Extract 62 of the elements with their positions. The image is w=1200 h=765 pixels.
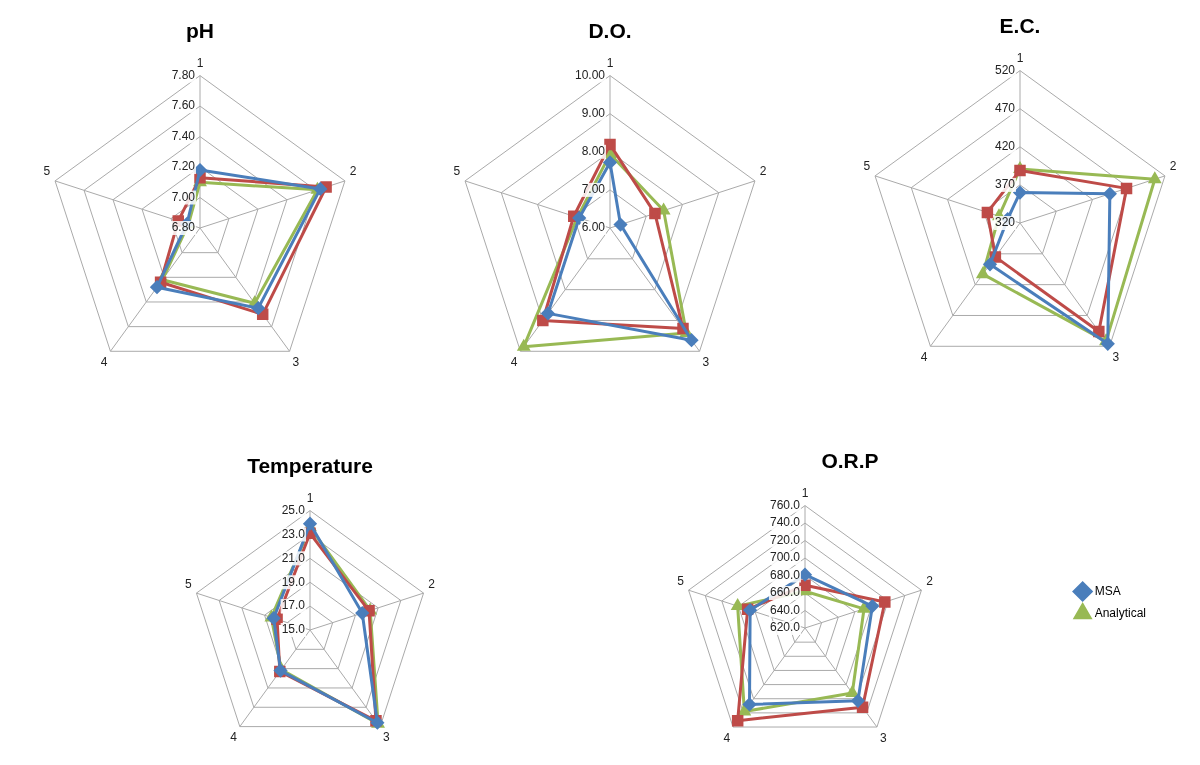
y-tick-label: 740.0 bbox=[769, 515, 801, 530]
spoke-label: 5 bbox=[677, 573, 685, 588]
spoke-label: 5 bbox=[453, 164, 461, 179]
spoke-label: 5 bbox=[863, 159, 871, 174]
y-tick-label: 700.0 bbox=[769, 550, 801, 565]
y-tick-label: 7.40 bbox=[171, 128, 196, 143]
y-tick-label: 720.0 bbox=[769, 532, 801, 547]
chart-title: pH bbox=[186, 19, 214, 43]
spoke-label: 3 bbox=[879, 730, 887, 745]
legend-label: MSA bbox=[1094, 583, 1121, 598]
spoke-label: 4 bbox=[510, 354, 518, 369]
y-tick-label: 6.80 bbox=[171, 220, 196, 235]
legend-label: Analytical bbox=[1094, 605, 1146, 620]
spoke-label: 2 bbox=[1169, 159, 1177, 174]
spoke-label: 2 bbox=[428, 576, 436, 591]
spoke-label: 3 bbox=[292, 354, 300, 369]
y-tick-label: 9.00 bbox=[581, 106, 606, 121]
y-tick-label: 660.0 bbox=[769, 585, 801, 600]
y-tick-label: 7.20 bbox=[171, 159, 196, 174]
spoke-label: 2 bbox=[926, 573, 934, 588]
spoke-label: 4 bbox=[100, 354, 108, 369]
spoke-label: 1 bbox=[1016, 50, 1024, 65]
spoke-label: 3 bbox=[1112, 349, 1120, 364]
chart-title: Temperature bbox=[247, 454, 373, 478]
y-tick-label: 7.80 bbox=[171, 67, 196, 82]
spoke-label: 4 bbox=[920, 349, 928, 364]
y-tick-label: 8.00 bbox=[581, 144, 606, 159]
y-tick-label: 320 bbox=[994, 215, 1016, 230]
spoke-label: 1 bbox=[306, 490, 314, 505]
chart-title: D.O. bbox=[588, 19, 632, 43]
y-tick-label: 640.0 bbox=[769, 602, 801, 617]
spoke-label: 1 bbox=[801, 485, 809, 500]
y-tick-label: 17.0 bbox=[281, 598, 306, 613]
y-tick-label: 760.0 bbox=[769, 497, 801, 512]
spoke-label: 4 bbox=[230, 730, 238, 745]
chart-title: O.R.P bbox=[821, 449, 879, 473]
y-tick-label: 7.00 bbox=[171, 189, 196, 204]
y-tick-label: 23.0 bbox=[281, 526, 306, 541]
y-tick-label: 19.0 bbox=[281, 574, 306, 589]
y-tick-label: 6.00 bbox=[581, 220, 606, 235]
y-tick-label: 370 bbox=[994, 177, 1016, 192]
spoke-label: 5 bbox=[185, 576, 192, 591]
spoke-label: 3 bbox=[702, 354, 710, 369]
spoke-label: 4 bbox=[723, 730, 731, 745]
spoke-label: 5 bbox=[43, 164, 51, 179]
y-tick-label: 7.60 bbox=[171, 98, 196, 113]
spoke-label: 2 bbox=[349, 164, 357, 179]
y-tick-label: 25.0 bbox=[281, 502, 306, 517]
spoke-label: 1 bbox=[196, 55, 204, 70]
y-tick-label: 10.00 bbox=[574, 67, 606, 82]
y-tick-label: 420 bbox=[994, 139, 1016, 154]
chart-title: E.C. bbox=[999, 14, 1041, 38]
y-tick-label: 21.0 bbox=[281, 550, 306, 565]
y-tick-label: 520 bbox=[994, 62, 1016, 77]
y-tick-label: 470 bbox=[994, 101, 1016, 116]
spoke-label: 2 bbox=[759, 164, 767, 179]
y-tick-label: 620.0 bbox=[769, 620, 801, 635]
spoke-label: 3 bbox=[383, 730, 391, 745]
y-tick-label: 7.00 bbox=[581, 182, 606, 197]
spoke-label: 1 bbox=[606, 55, 614, 70]
y-tick-label: 680.0 bbox=[769, 567, 801, 582]
y-tick-label: 15.0 bbox=[281, 622, 306, 637]
